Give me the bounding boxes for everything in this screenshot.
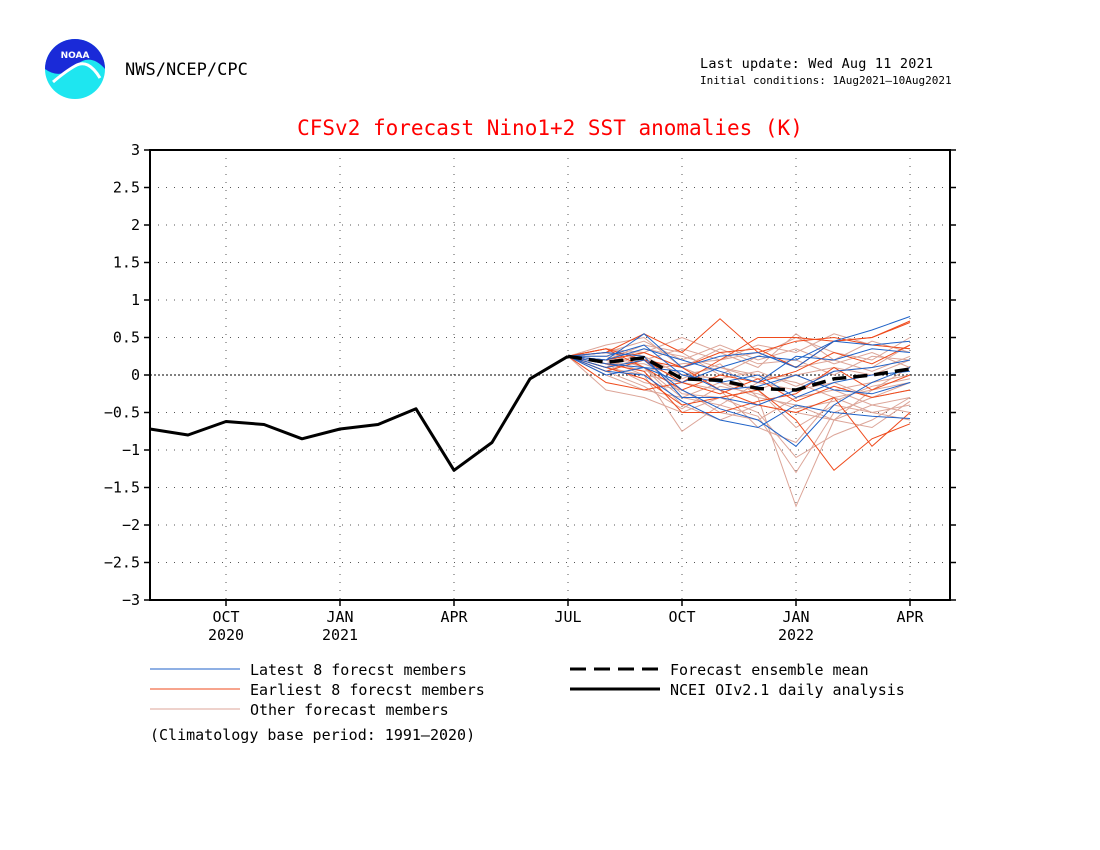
legend-mean-label: Forecast ensemble mean	[670, 661, 869, 679]
y-tick-label: −3	[122, 591, 140, 609]
other-member-line	[567, 333, 911, 369]
chart-title: CFSv2 forecast Nino1+2 SST anomalies (K)	[297, 116, 803, 140]
y-tick-label: 1	[131, 291, 140, 309]
legend: Latest 8 forecst members Earliest 8 fore…	[150, 661, 905, 744]
x-tick-label: JUL	[554, 608, 581, 626]
x-tick-year-label: 2021	[322, 626, 358, 644]
x-tick-label: OCT	[212, 608, 239, 626]
y-tick-label: 2	[131, 216, 140, 234]
y-tick-label: −2.5	[104, 554, 140, 572]
legend-obs-label: NCEI OIv2.1 daily analysis	[670, 681, 905, 699]
mean-series	[567, 354, 911, 392]
y-axis: 3 2.5 2 1.5 1 0.5 0 −0.5 −1 −1.5 −2 −2.5 −3	[104, 141, 956, 609]
observed-line	[149, 355, 569, 472]
x-tick-label: JAN	[326, 608, 353, 626]
y-tick-label: 0	[131, 366, 140, 384]
x-tick-label: JAN	[782, 608, 809, 626]
y-tick-label: −1.5	[104, 479, 140, 497]
earliest-member-line	[567, 318, 911, 357]
forecast-mean-line	[567, 354, 911, 392]
latest-member-line	[568, 344, 911, 399]
y-tick-label: 3	[131, 141, 140, 159]
latest-member-line	[567, 340, 911, 384]
earliest-member-line	[567, 351, 911, 448]
latest-member-line	[567, 355, 911, 447]
x-tick-year-label: 2020	[208, 626, 244, 644]
x-tick-label: APR	[896, 608, 924, 626]
y-tick-label: 0.5	[113, 329, 140, 347]
latest-member-line	[567, 355, 911, 395]
noaa-logo: NOAA	[45, 39, 105, 99]
other-member-line	[568, 355, 911, 429]
latest-members-group	[567, 316, 911, 447]
latest-member-line	[567, 316, 911, 369]
x-tick-year-label: 2022	[778, 626, 814, 644]
x-tick-label: APR	[440, 608, 468, 626]
y-tick-label: −2	[122, 516, 140, 534]
y-tick-label: 1.5	[113, 254, 140, 272]
y-tick-label: −0.5	[104, 404, 140, 422]
latest-member-line	[567, 351, 911, 406]
y-tick-label: −1	[122, 441, 140, 459]
legend-earliest-label: Earliest 8 forecst members	[250, 681, 485, 699]
agency-label: NWS/NCEP/CPC	[125, 60, 248, 80]
last-update-text: Last update: Wed Aug 11 2021	[700, 56, 934, 72]
legend-other-label: Other forecast members	[250, 701, 449, 719]
x-tick-label: OCT	[668, 608, 695, 626]
initial-conditions-text: Initial conditions: 1Aug2021—10Aug2021	[700, 74, 952, 87]
latest-member-line	[567, 355, 911, 429]
plot-grid	[150, 150, 950, 600]
legend-latest-label: Latest 8 forecst members	[250, 661, 467, 679]
observed-series	[149, 355, 569, 472]
y-tick-label: 2.5	[113, 179, 140, 197]
noaa-logo-text: NOAA	[61, 51, 90, 61]
climatology-note: (Climatology base period: 1991—2020)	[150, 726, 475, 744]
